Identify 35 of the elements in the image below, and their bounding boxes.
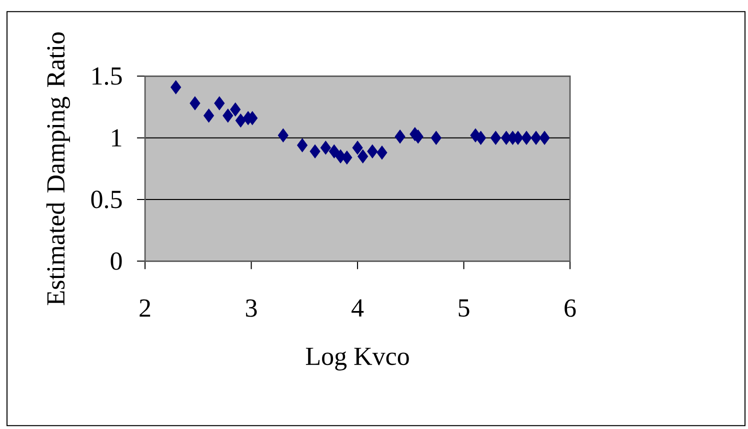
point [352, 140, 363, 155]
point [490, 131, 501, 145]
point [358, 150, 368, 164]
point [342, 150, 352, 165]
point [376, 146, 388, 160]
point [530, 131, 542, 145]
point [214, 96, 225, 110]
point [222, 108, 234, 123]
point [230, 102, 241, 117]
x-tick-label: 5 [458, 300, 470, 317]
point [521, 131, 532, 145]
x-tick-label: 4 [352, 300, 364, 317]
y-tick-label: 0 [110, 252, 122, 270]
y-axis-title: Estimated Damping Ratio [46, 32, 70, 306]
y-tick-label: 1.5 [92, 68, 122, 86]
point [430, 131, 442, 145]
y-tick-label: 1 [112, 129, 122, 147]
y-tick-label: 0.5 [91, 190, 122, 209]
point [320, 140, 331, 155]
point [204, 108, 214, 123]
x-tick-label: 2 [140, 300, 150, 317]
point [367, 144, 378, 159]
point [476, 131, 486, 145]
point [539, 131, 550, 145]
point [297, 138, 308, 152]
point [170, 80, 182, 94]
point [328, 144, 340, 159]
x-axis-title: Log Kvco [306, 348, 409, 371]
x-tick-label: 6 [564, 300, 576, 318]
point [310, 144, 320, 159]
point [278, 128, 288, 142]
point [394, 130, 406, 144]
x-tick-label: 3 [246, 300, 257, 318]
point [190, 96, 200, 110]
point [235, 114, 246, 128]
